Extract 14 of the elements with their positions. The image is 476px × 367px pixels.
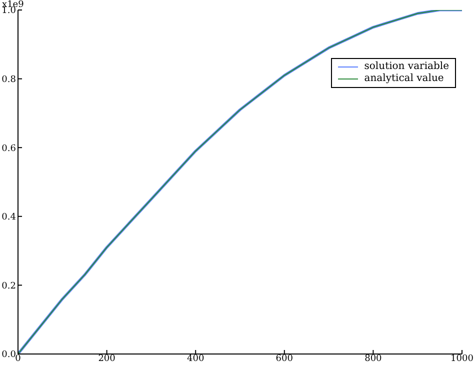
x-tick-label: 200	[98, 354, 116, 364]
x-tick-label: 1000	[450, 354, 474, 364]
legend-label: solution variable	[364, 61, 449, 73]
y-tick-label: 0.0	[2, 350, 16, 360]
x-tick-label: 0	[15, 354, 22, 364]
x-tick-label: 800	[364, 354, 382, 364]
y-tick-label: 0.2	[2, 281, 16, 292]
y-tick-label: 0.8	[2, 74, 16, 85]
y-tick-label: 0.4	[2, 212, 16, 223]
y-tick-label: 0.6	[2, 144, 16, 154]
y-tick-label: 1.0	[2, 6, 16, 16]
x-tick-label: 600	[276, 354, 294, 364]
x-tick-label: 400	[187, 354, 204, 364]
legend-label: analytical value	[364, 73, 444, 85]
